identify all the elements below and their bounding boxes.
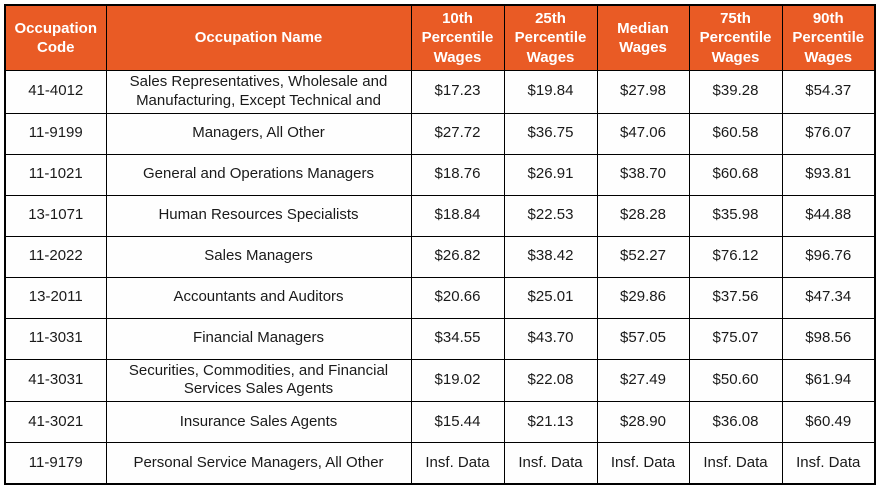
wage-cell-90th: $98.56 (781, 317, 876, 360)
wage-cell-25th: $38.42 (503, 235, 598, 278)
wage-cell-median: $38.70 (596, 153, 690, 196)
wage-cell-10th: $26.82 (410, 235, 505, 278)
column-header-10th-percentile-wages: 10th Percentile Wages (410, 4, 505, 71)
column-header-occupation-name: Occupation Name (105, 4, 412, 71)
wage-cell-25th: $22.53 (503, 194, 598, 237)
wage-cell-75th: $35.98 (688, 194, 783, 237)
wage-cell-75th: $37.56 (688, 276, 783, 319)
wage-cell-median: $27.49 (596, 358, 690, 402)
wage-cell-75th: $76.12 (688, 235, 783, 278)
occupation-code-cell: 11-1021 (4, 153, 107, 196)
wage-cell-90th: $47.34 (781, 276, 876, 319)
table-row: 11-9179 Personal Service Managers, All O… (4, 442, 876, 485)
header-row: Occupation Code Occupation Name 10th Per… (4, 4, 876, 71)
occupation-code-cell: 13-1071 (4, 194, 107, 237)
table-row: 11-1021 General and Operations Managers … (4, 153, 876, 196)
wage-cell-25th: $43.70 (503, 317, 598, 360)
occupation-code-cell: 41-3031 (4, 358, 107, 402)
wage-cell-25th: Insf. Data (503, 442, 598, 485)
wage-cell-90th: $96.76 (781, 235, 876, 278)
table-row: 11-9199 Managers, All Other $27.72 $36.7… (4, 112, 876, 155)
column-header-occupation-code: Occupation Code (4, 4, 107, 71)
wage-cell-90th: $60.49 (781, 401, 876, 443)
occupation-code-cell: 41-3021 (4, 401, 107, 443)
occupation-name-cell: General and Operations Managers (105, 153, 412, 196)
table-row: 41-4012 Sales Representatives, Wholesale… (4, 70, 876, 114)
column-header-25th-percentile-wages: 25th Percentile Wages (503, 4, 598, 71)
wage-cell-median: $29.86 (596, 276, 690, 319)
wage-cell-median: $52.27 (596, 235, 690, 278)
table-row: 11-2022 Sales Managers $26.82 $38.42 $52… (4, 235, 876, 278)
occupation-name-cell: Securities, Commodities, and Financial S… (105, 358, 412, 402)
wage-cell-10th: $17.23 (410, 70, 505, 114)
table-row: 13-2011 Accountants and Auditors $20.66 … (4, 276, 876, 319)
occupation-name-cell: Human Resources Specialists (105, 194, 412, 237)
wage-cell-median: $28.28 (596, 194, 690, 237)
wage-cell-median: $28.90 (596, 401, 690, 443)
wage-cell-10th: $34.55 (410, 317, 505, 360)
wage-cell-75th: $60.58 (688, 112, 783, 155)
occupation-name-cell: Sales Representatives, Wholesale and Man… (105, 70, 412, 114)
wage-cell-median: Insf. Data (596, 442, 690, 485)
column-header-median-wages: Median Wages (596, 4, 690, 71)
wage-cell-75th: $60.68 (688, 153, 783, 196)
column-header-75th-percentile-wages: 75th Percentile Wages (688, 4, 783, 71)
table-row: 13-1071 Human Resources Specialists $18.… (4, 194, 876, 237)
occupation-name-cell: Sales Managers (105, 235, 412, 278)
wage-cell-90th: $93.81 (781, 153, 876, 196)
wage-cell-10th: $15.44 (410, 401, 505, 443)
wage-cell-25th: $26.91 (503, 153, 598, 196)
wage-cell-75th: $50.60 (688, 358, 783, 402)
wage-cell-median: $47.06 (596, 112, 690, 155)
wage-cell-25th: $21.13 (503, 401, 598, 443)
table-row: 41-3021 Insurance Sales Agents $15.44 $2… (4, 401, 876, 443)
wage-cell-10th: $20.66 (410, 276, 505, 319)
wage-cell-10th: $18.84 (410, 194, 505, 237)
wage-cell-25th: $25.01 (503, 276, 598, 319)
wage-cell-median: $27.98 (596, 70, 690, 114)
occupation-code-cell: 11-3031 (4, 317, 107, 360)
wage-cell-75th: $36.08 (688, 401, 783, 443)
occupation-wages-table: Occupation Code Occupation Name 10th Per… (4, 4, 876, 485)
wage-cell-90th: $54.37 (781, 70, 876, 114)
wage-cell-10th: $18.76 (410, 153, 505, 196)
table-row: 11-3031 Financial Managers $34.55 $43.70… (4, 317, 876, 360)
occupation-code-cell: 11-2022 (4, 235, 107, 278)
wage-cell-25th: $19.84 (503, 70, 598, 114)
wage-cell-90th: Insf. Data (781, 442, 876, 485)
table-body: 41-4012 Sales Representatives, Wholesale… (4, 70, 876, 485)
wage-cell-75th: $39.28 (688, 70, 783, 114)
wage-cell-10th: $27.72 (410, 112, 505, 155)
occupation-name-cell: Accountants and Auditors (105, 276, 412, 319)
occupation-code-cell: 13-2011 (4, 276, 107, 319)
occupation-code-cell: 11-9199 (4, 112, 107, 155)
wage-cell-90th: $44.88 (781, 194, 876, 237)
table-header: Occupation Code Occupation Name 10th Per… (4, 4, 876, 71)
wage-cell-90th: $76.07 (781, 112, 876, 155)
occupation-code-cell: 11-9179 (4, 442, 107, 485)
table-row: 41-3031 Securities, Commodities, and Fin… (4, 358, 876, 402)
wage-cell-75th: Insf. Data (688, 442, 783, 485)
occupation-name-cell: Insurance Sales Agents (105, 401, 412, 443)
wage-cell-90th: $61.94 (781, 358, 876, 402)
wage-cell-25th: $22.08 (503, 358, 598, 402)
wage-cell-10th: $19.02 (410, 358, 505, 402)
occupation-code-cell: 41-4012 (4, 70, 107, 114)
column-header-90th-percentile-wages: 90th Percentile Wages (781, 4, 876, 71)
wage-cell-25th: $36.75 (503, 112, 598, 155)
occupation-name-cell: Financial Managers (105, 317, 412, 360)
wage-cell-median: $57.05 (596, 317, 690, 360)
wage-cell-75th: $75.07 (688, 317, 783, 360)
occupation-name-cell: Managers, All Other (105, 112, 412, 155)
